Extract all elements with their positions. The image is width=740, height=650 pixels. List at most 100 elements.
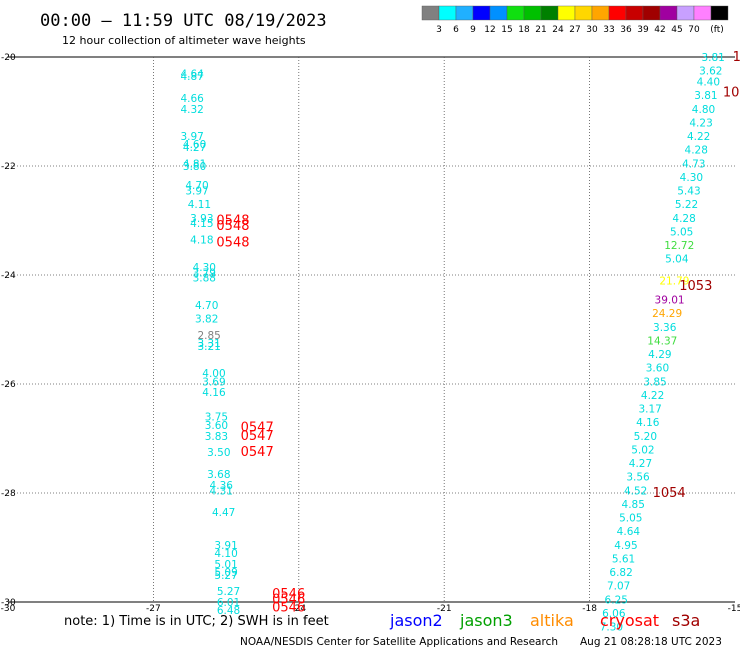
y-tick-label: -20	[1, 53, 16, 63]
wave-height-label: 4.70	[195, 300, 218, 312]
scale-tick-label: 36	[620, 25, 632, 35]
wave-height-label: 4.47	[212, 507, 235, 519]
wave-height-label: 3.50	[207, 447, 230, 459]
wave-height-label: 5.27	[217, 586, 240, 598]
wave-height-label: 5.43	[677, 186, 700, 198]
wave-height-label: 4.87	[180, 71, 203, 83]
wave-height-label: 4.36	[210, 480, 234, 492]
wave-height-label: 4.73	[682, 158, 705, 170]
scale-swatch	[625, 5, 644, 21]
wave-height-label: 3.97	[185, 186, 208, 198]
scale-swatch	[506, 5, 525, 21]
wave-height-label: 3.69	[202, 376, 225, 388]
time-stamp-label: 1053	[679, 279, 712, 294]
wave-height-label: 4.80	[692, 104, 715, 116]
wave-height-label: 3.81	[694, 90, 717, 102]
scale-tick-label: 70	[688, 25, 700, 35]
time-stamp-label: 0546	[272, 592, 305, 607]
scale-swatch	[438, 5, 457, 21]
time-stamp-label: 0548	[216, 214, 249, 229]
satellite-legend: jason2 jason3 altika cryosat s3a	[389, 611, 700, 630]
time-stamp-label: 0546	[272, 587, 305, 602]
wave-height-label: 4.11	[188, 199, 211, 211]
x-tick-label: -15	[728, 604, 740, 614]
wave-height-label: 2.85	[197, 330, 220, 342]
scale-swatch	[455, 5, 474, 21]
wave-height-label: 5.22	[675, 199, 698, 211]
wave-height-label: 4.64	[617, 526, 641, 538]
wave-height-label: 3.97	[180, 131, 203, 143]
scale-swatch	[710, 5, 729, 21]
wave-height-label: 6.82	[609, 567, 632, 579]
wave-height-label: 4.66	[180, 93, 204, 105]
wave-height-label: 4.28	[672, 213, 695, 225]
wave-height-label: 4.81	[183, 158, 206, 170]
wave-height-label: 6.01	[217, 597, 240, 609]
wave-height-label: 3.80	[183, 161, 206, 173]
wave-height-label: 4.00	[202, 368, 225, 380]
satellite-name: jason2	[389, 611, 443, 630]
y-tick-label: -28	[1, 489, 16, 499]
wave-height-label: 5.27	[214, 570, 237, 582]
scale-tick-label: 42	[654, 25, 665, 35]
satellite-name: cryosat	[600, 611, 659, 630]
wave-height-label: 4.22	[687, 131, 710, 143]
wave-height-label: 5.05	[619, 513, 642, 525]
wave-height-label: 24.29	[652, 308, 682, 320]
scale-swatch	[421, 5, 440, 21]
wave-height-label: 4.29	[648, 349, 671, 361]
wave-height-label: 3.17	[638, 404, 661, 416]
wave-height-label: 4.64	[180, 68, 204, 80]
wave-height-label: 6.48	[217, 605, 240, 617]
wave-height-label: 7.30	[600, 622, 623, 634]
scale-tick-label: 3	[436, 25, 442, 35]
scale-swatch	[489, 5, 508, 21]
wave-height-label: 5.20	[634, 431, 657, 443]
wave-height-label: 3.62	[699, 66, 722, 78]
y-tick-label: -26	[1, 380, 16, 390]
x-tick-label: -30	[1, 604, 16, 614]
wave-height-label: 3.60	[646, 363, 669, 375]
scale-swatch	[608, 5, 627, 21]
scale-swatch	[642, 5, 661, 21]
time-stamp-label: 0547	[241, 429, 274, 444]
time-stamp-label: 0548	[216, 235, 249, 250]
scale-tick-label: 33	[603, 25, 614, 35]
time-stamp-label: 0546	[272, 600, 305, 615]
wave-height-label: 4.70	[185, 180, 208, 192]
time-stamp-label: 1054	[653, 486, 686, 501]
credit-text: NOAA/NESDIS Center for Satellite Applica…	[240, 636, 558, 648]
wave-height-label: 3.83	[205, 431, 228, 443]
scale-tick-label: 21	[535, 25, 546, 35]
scale-tick-label: 6	[453, 25, 459, 35]
y-tick-label: -22	[1, 162, 16, 172]
x-tick-label: -24	[291, 604, 306, 614]
scale-swatch	[659, 5, 678, 21]
wave-height-label: 4.27	[183, 142, 206, 154]
footer-note: note: 1) Time is in UTC; 2) SWH is in fe…	[64, 614, 329, 629]
wave-height-label: 5.01	[214, 559, 237, 571]
scale-swatch	[472, 5, 491, 21]
time-stamp-label: 0547	[241, 421, 274, 436]
wave-height-label: 4.30	[193, 262, 216, 274]
wave-height-label: 3.21	[197, 341, 220, 353]
scale-tick-label: 15	[501, 25, 512, 35]
scale-tick-label: 12	[484, 25, 495, 35]
wave-height-label: 3.85	[643, 376, 666, 388]
chart-title: 00:00 — 11:59 UTC 08/19/2023	[40, 11, 327, 31]
wave-height-label: 5.05	[670, 226, 693, 238]
scale-swatch	[676, 5, 695, 21]
wave-height-label: 6.06	[602, 608, 626, 620]
wave-height-label: 3.81	[701, 52, 724, 64]
wave-height-label: 21.79	[659, 275, 689, 287]
scale-tick-label: 30	[586, 25, 598, 35]
scale-swatch	[574, 5, 593, 21]
wave-height-label: 4.85	[622, 499, 645, 511]
footer-timestamp: Aug 21 08:28:18 UTC 2023	[580, 636, 722, 648]
y-tick-label: -30	[1, 598, 16, 608]
scale-tick-label: 18	[518, 25, 530, 35]
wave-height-label: 7.07	[607, 581, 630, 593]
wave-height-label: 4.60	[183, 139, 206, 151]
scale-swatch	[591, 5, 610, 21]
